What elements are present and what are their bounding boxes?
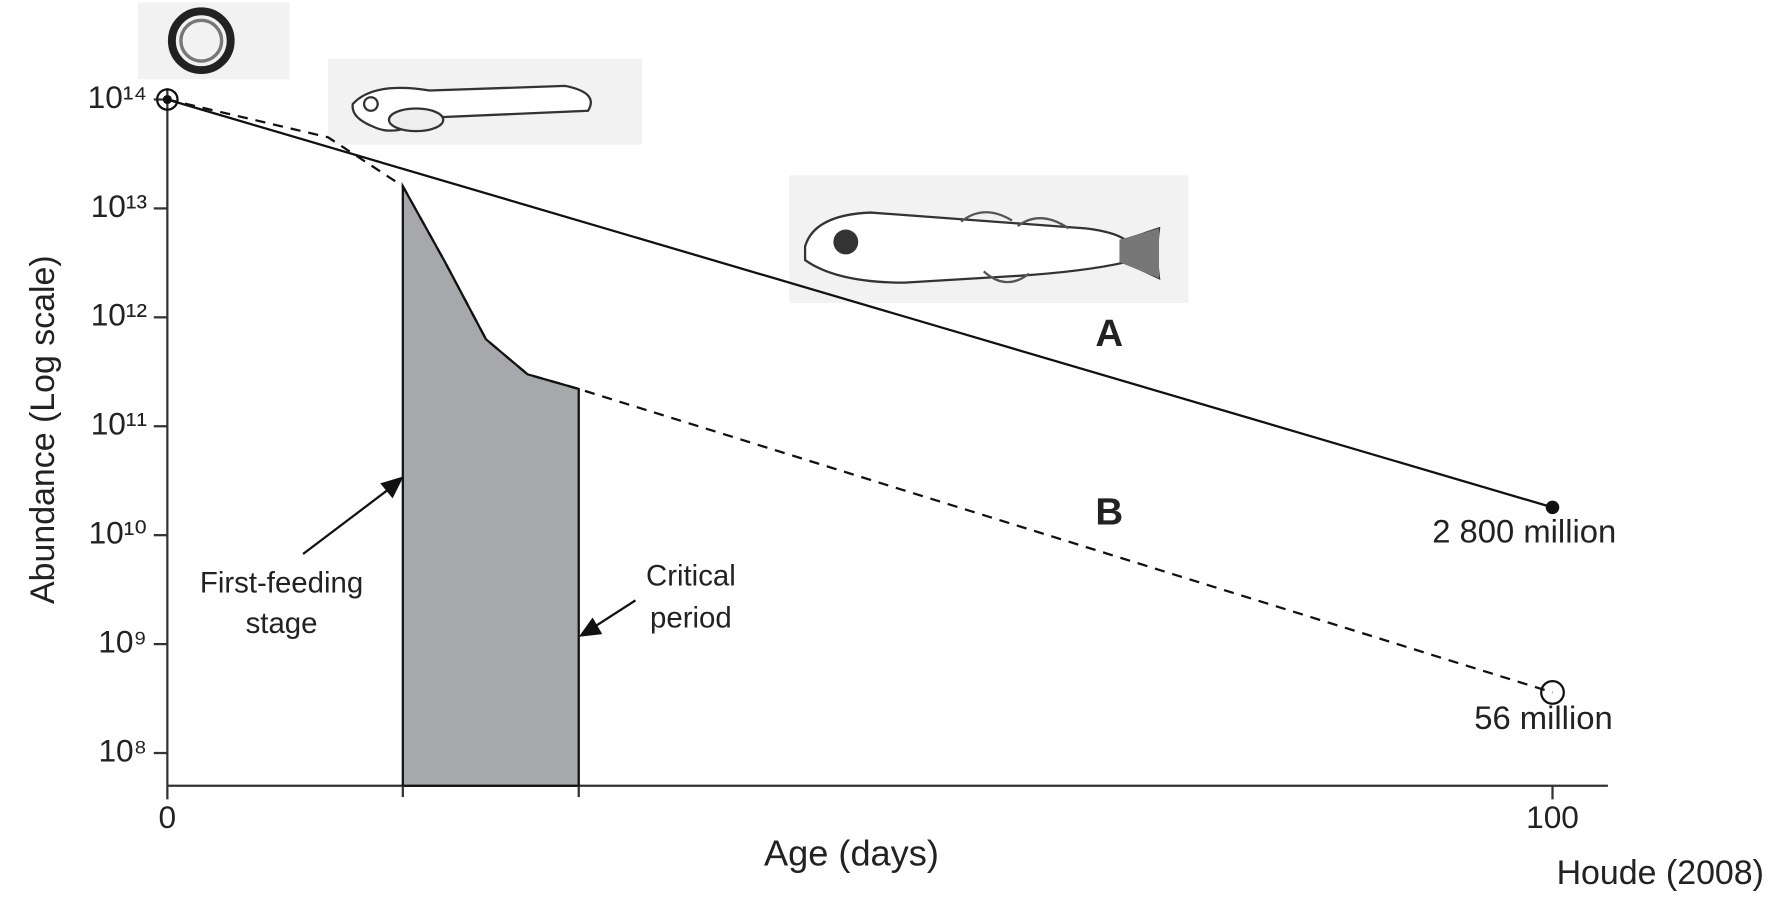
annotation: period [650,601,732,634]
end-point [1540,679,1565,705]
egg-illustration [137,2,290,80]
x-tick-label: 100 [1526,799,1579,835]
start-point [162,94,172,105]
series-label: B [1095,491,1123,534]
y-tick-label: 10⁸ [98,732,147,768]
y-tick-label: 10¹⁰ [89,515,147,551]
series-label: A [1095,312,1123,355]
annotation: stage [246,607,318,640]
annotation: First-feeding [200,566,363,599]
larva-illustration [327,58,643,145]
start-point-ring [156,88,179,111]
source: Houde (2008) [1557,854,1764,892]
end-point [1545,500,1560,515]
x-tick-label: 0 [159,799,177,835]
y-tick-label: 10¹² [91,297,147,333]
juvenile-fish-illustration [789,175,1189,304]
y-axis-label: Abundance (Log scale) [24,255,62,604]
y-tick-label: 10¹³ [91,188,147,224]
y-tick-label: 10⁹ [98,623,147,659]
y-tick-label: 10¹¹ [91,406,147,442]
y-tick-label: 10¹⁴ [88,79,147,115]
critical-period-area [401,181,580,787]
annotation: 56 million [1474,699,1612,736]
annotation-arrows [302,476,637,637]
series-line [167,98,1553,509]
annotation: 2 800 million [1432,512,1616,549]
x-axis-label: Age (days) [764,832,939,873]
series-line [167,98,1553,694]
annotation: Critical [646,560,736,593]
